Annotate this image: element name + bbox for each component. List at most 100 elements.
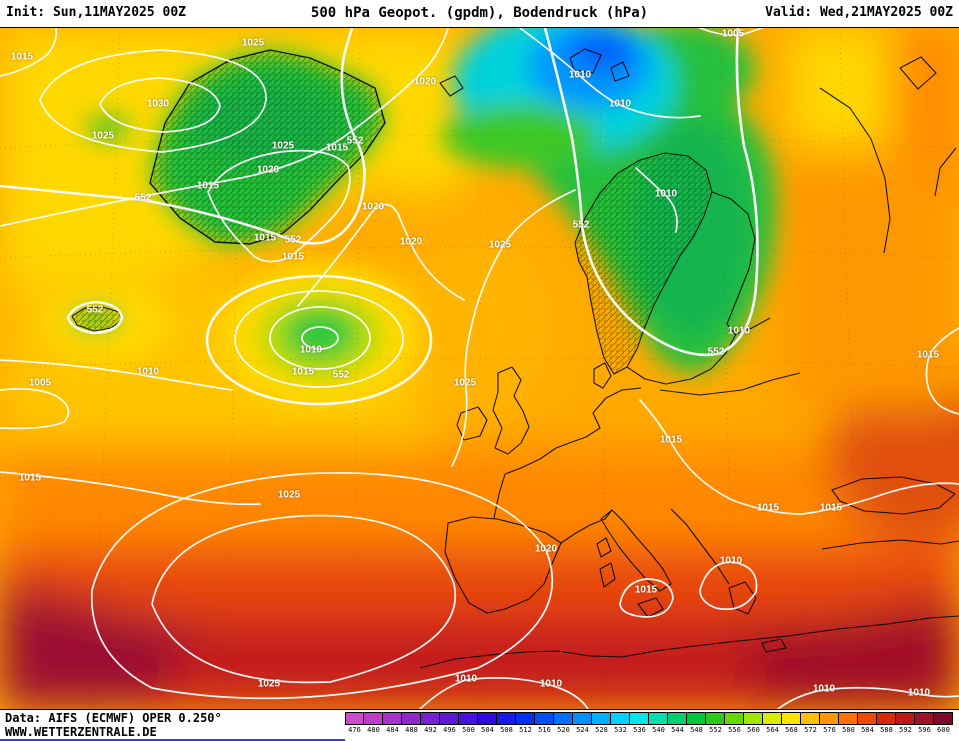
header-bar: Init: Sun,11MAY2025 00Z 500 hPa Geopot. …	[0, 0, 959, 27]
colorbar-value: 548	[690, 726, 703, 734]
graticule	[0, 28, 959, 709]
colorbar-swatch	[801, 712, 820, 725]
colorbar-value: 524	[576, 726, 589, 734]
colorbar-swatch	[440, 712, 459, 725]
colorbar-cell: 540	[649, 712, 668, 735]
colorbar-value: 496	[443, 726, 456, 734]
colorbar-swatch	[763, 712, 782, 725]
britain-coast	[492, 366, 530, 455]
colorbar-cell: 552	[706, 712, 725, 735]
colorbar-cell: 532	[611, 712, 630, 735]
colorbar-value: 584	[861, 726, 874, 734]
colorbar-cell: 492	[421, 712, 440, 735]
colorbar-value: 480	[367, 726, 380, 734]
colorbar-swatch	[934, 712, 953, 725]
colorbar-value: 552	[709, 726, 722, 734]
colorbar-swatch	[611, 712, 630, 725]
colorbar-cell: 584	[858, 712, 877, 735]
black-sea-coast	[831, 476, 956, 515]
colorbar-cell: 516	[535, 712, 554, 735]
weather-map: 1015 1025 1030 1025 1020 1010 1010 1005 552 1015 1…	[0, 27, 959, 710]
colorbar-cell: 476	[345, 712, 364, 735]
colorbar-value: 556	[728, 726, 741, 734]
italy-coast	[600, 509, 672, 592]
colorbar-swatch	[421, 712, 440, 725]
greece-coast	[728, 581, 757, 615]
sicily-coast	[637, 597, 664, 618]
colorbar-swatch	[459, 712, 478, 725]
colorbar-cell: 528	[592, 712, 611, 735]
denmark-coast	[593, 362, 612, 389]
ireland-coast	[456, 406, 488, 441]
colorbar-value: 564	[766, 726, 779, 734]
credits: Data: AIFS (ECMWF) OPER 0.250° WWW.WETTE…	[5, 711, 222, 739]
colorbar-value: 560	[747, 726, 760, 734]
colorbar-swatch	[782, 712, 801, 725]
colorbar-value: 488	[405, 726, 418, 734]
website-underline	[0, 739, 345, 741]
colorbar-value: 532	[614, 726, 627, 734]
colorbar-swatch	[497, 712, 516, 725]
colorbar-cell: 524	[573, 712, 592, 735]
colorbar-swatch	[896, 712, 915, 725]
colorbar-value: 504	[481, 726, 494, 734]
colorbar-cell: 496	[440, 712, 459, 735]
colorbar-cell: 484	[383, 712, 402, 735]
colorbar-swatch	[687, 712, 706, 725]
colorbar-value: 508	[500, 726, 513, 734]
data-source: Data: AIFS (ECMWF) OPER 0.250°	[5, 711, 222, 725]
colorbar-swatch	[839, 712, 858, 725]
colorbar-value: 596	[918, 726, 931, 734]
pressure-contours	[0, 28, 959, 709]
valid-time: Valid: Wed,21MAY2025 00Z	[765, 5, 953, 20]
colorbar-swatch	[383, 712, 402, 725]
colorbar-cell: 512	[516, 712, 535, 735]
colorbar-swatch	[877, 712, 896, 725]
colorbar-swatch	[592, 712, 611, 725]
scandinavia-coast	[574, 152, 713, 375]
colorbar-value: 516	[538, 726, 551, 734]
colorbar-cell: 480	[364, 712, 383, 735]
colorbar-cell: 548	[687, 712, 706, 735]
colorbar-cell: 592	[896, 712, 915, 735]
colorbar-swatch	[478, 712, 497, 725]
iberia-coast	[444, 516, 562, 614]
colorbar-value: 576	[823, 726, 836, 734]
colorbar-swatch	[554, 712, 573, 725]
colorbar-value: 500	[462, 726, 475, 734]
svalbard-coast	[569, 48, 602, 74]
colorbar: 476 480 484 488 492 496 500 504 508 512 516 520 524 5…	[345, 712, 953, 735]
colorbar-cell: 520	[554, 712, 573, 735]
colorbar-swatch	[744, 712, 763, 725]
colorbar-cell: 544	[668, 712, 687, 735]
colorbar-cell: 504	[478, 712, 497, 735]
colorbar-value: 588	[880, 726, 893, 734]
turkey-coast	[821, 539, 959, 550]
colorbar-cell: 536	[630, 712, 649, 735]
colorbar-swatch	[668, 712, 687, 725]
colorbar-cell: 560	[744, 712, 763, 735]
colorbar-value: 568	[785, 726, 798, 734]
colorbar-value: 528	[595, 726, 608, 734]
color-field-base	[0, 28, 959, 709]
colorbar-swatch	[915, 712, 934, 725]
website-link[interactable]: WWW.WETTERZENTRALE.DE	[5, 725, 157, 739]
colorbar-value: 476	[348, 726, 361, 734]
colorbar-swatch	[345, 712, 364, 725]
footer-bar: Data: AIFS (ECMWF) OPER 0.250° WWW.WETTE…	[0, 710, 959, 741]
colorbar-cell: 488	[402, 712, 421, 735]
colorbar-swatch	[364, 712, 383, 725]
colorbar-swatch	[649, 712, 668, 725]
colorbar-cell: 596	[915, 712, 934, 735]
colorbar-value: 520	[557, 726, 570, 734]
colorbar-value: 540	[652, 726, 665, 734]
balkans-coast	[670, 508, 730, 585]
colorbar-value: 544	[671, 726, 684, 734]
colorbar-cell: 568	[782, 712, 801, 735]
colorbar-swatch	[725, 712, 744, 725]
colorbar-swatch	[858, 712, 877, 725]
colorbar-value: 580	[842, 726, 855, 734]
colorbar-value: 484	[386, 726, 399, 734]
colorbar-swatch	[535, 712, 554, 725]
colorbar-cell: 588	[877, 712, 896, 735]
